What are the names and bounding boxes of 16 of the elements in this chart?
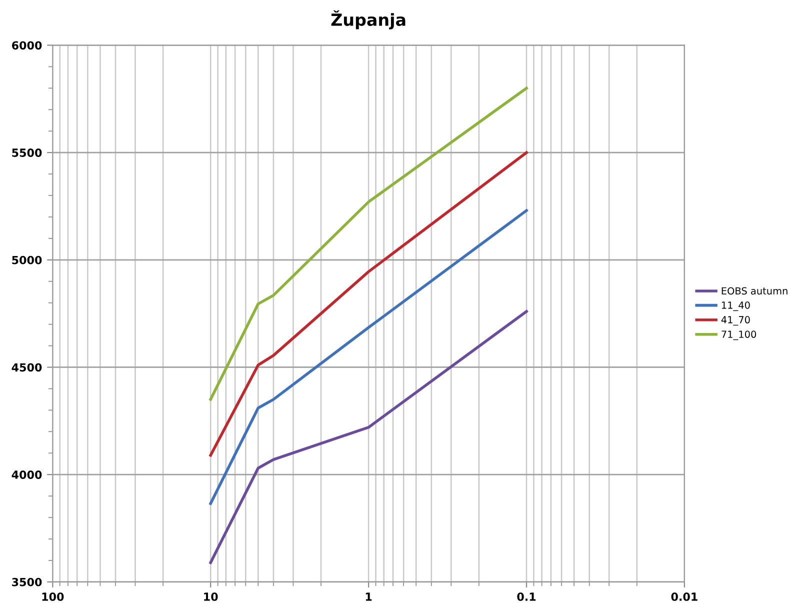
legend-label: 11_40 [722, 301, 750, 311]
y-tick-label: 5000 [12, 256, 42, 264]
y-tick-label: 5500 [12, 148, 42, 157]
legend-label: EOBS autumn [722, 287, 788, 295]
x-tick-label: 1 [366, 592, 372, 601]
legend-label: 41_70 [721, 316, 750, 326]
x-tick-label: 0.1 [517, 592, 536, 601]
x-tick-label: 100 [42, 592, 64, 601]
legend-label: 71_100 [722, 330, 756, 340]
x-tick-label: 0.01 [671, 592, 698, 601]
x-tick-label: 10 [204, 592, 218, 601]
y-tick-label: 4000 [12, 470, 42, 479]
y-tick-label: 3500 [12, 578, 42, 586]
y-tick-label: 6000 [12, 41, 42, 50]
y-tick-label: 4500 [12, 363, 42, 372]
chart-title: Županja [331, 10, 406, 30]
